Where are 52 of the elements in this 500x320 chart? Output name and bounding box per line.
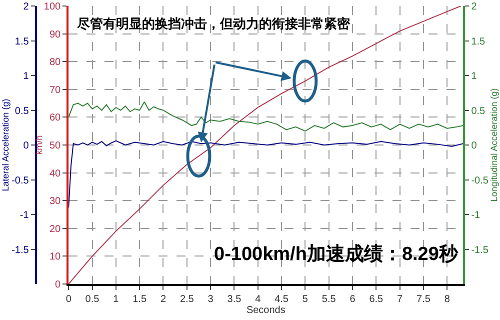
y2-tick-label: 1 xyxy=(471,71,478,82)
y-tick-label: 70 xyxy=(49,84,62,96)
y-tick-label: 20 xyxy=(49,224,62,235)
line-series xyxy=(68,101,464,132)
y3-tick-label: 0 xyxy=(23,140,30,152)
y3-tick-label: 1.5 xyxy=(14,36,30,48)
y-tick-label: 50 xyxy=(49,140,62,152)
y3-tick-label: 2 xyxy=(23,2,30,12)
annotation: 0-100km/h加速成绩：8.29秒 xyxy=(214,243,459,265)
y2-tick-label: 0 xyxy=(471,140,478,152)
x-tick-label: 5 xyxy=(302,294,308,305)
y2-tick-label: 2 xyxy=(471,2,478,12)
y-tick-label: 10 xyxy=(49,252,62,263)
x-axis-title: Seconds xyxy=(246,305,286,316)
x-tick-label: 7.5 xyxy=(416,294,431,305)
y3-axis-title: Lateral Acceleration (g) xyxy=(0,98,10,192)
y-tick-label: 60 xyxy=(49,112,62,124)
annotation: 尽管有明显的换挡冲击，但动力的衔接非常紧密 xyxy=(76,16,351,31)
y2-axis-title: Longitudinal Acceleration (g) xyxy=(488,88,499,202)
x-tick-label: 3.5 xyxy=(227,294,242,305)
y2-tick-label: -1 xyxy=(471,210,481,221)
x-tick-label: 7 xyxy=(397,294,404,305)
x-tick-label: 4 xyxy=(255,294,262,305)
y2-tick-label: -1.5 xyxy=(471,244,489,256)
x-tick-label: 1 xyxy=(113,294,120,305)
x-tick-label: 1.5 xyxy=(132,294,147,305)
y3-tick-label: -0.5 xyxy=(12,175,30,186)
x-tick-label: 4.5 xyxy=(274,294,289,305)
x-tick-label: 3 xyxy=(208,294,214,305)
y-tick-label: 40 xyxy=(49,168,62,180)
y-tick-label: 0 xyxy=(55,280,62,290)
y-tick-label: 90 xyxy=(49,29,62,40)
x-tick-label: 2.5 xyxy=(180,294,194,305)
y2-tick-label: 1.5 xyxy=(471,36,486,48)
y3-tick-label: -1.5 xyxy=(12,244,30,256)
x-tick-label: 8 xyxy=(444,294,450,305)
y2-tick-label: -0.5 xyxy=(471,175,489,186)
x-tick-label: 6.5 xyxy=(369,294,384,305)
x-tick-label: 5.5 xyxy=(322,294,336,305)
x-tick-label: 0 xyxy=(66,294,72,305)
y-axis-title: km/h xyxy=(34,135,44,155)
y-tick-label: 100 xyxy=(44,2,62,12)
x-tick-label: 2 xyxy=(160,294,166,305)
x-tick-label: 6 xyxy=(350,294,356,305)
y3-tick-label: 0.5 xyxy=(14,106,30,117)
y-tick-label: 30 xyxy=(49,196,62,208)
y3-tick-label: -1 xyxy=(20,210,30,221)
y3-tick-label: 1 xyxy=(23,71,30,82)
y-tick-label: 80 xyxy=(49,57,62,68)
y2-tick-label: 0.5 xyxy=(471,106,486,117)
line-series xyxy=(68,6,462,284)
x-tick-label: 0.5 xyxy=(85,294,100,305)
